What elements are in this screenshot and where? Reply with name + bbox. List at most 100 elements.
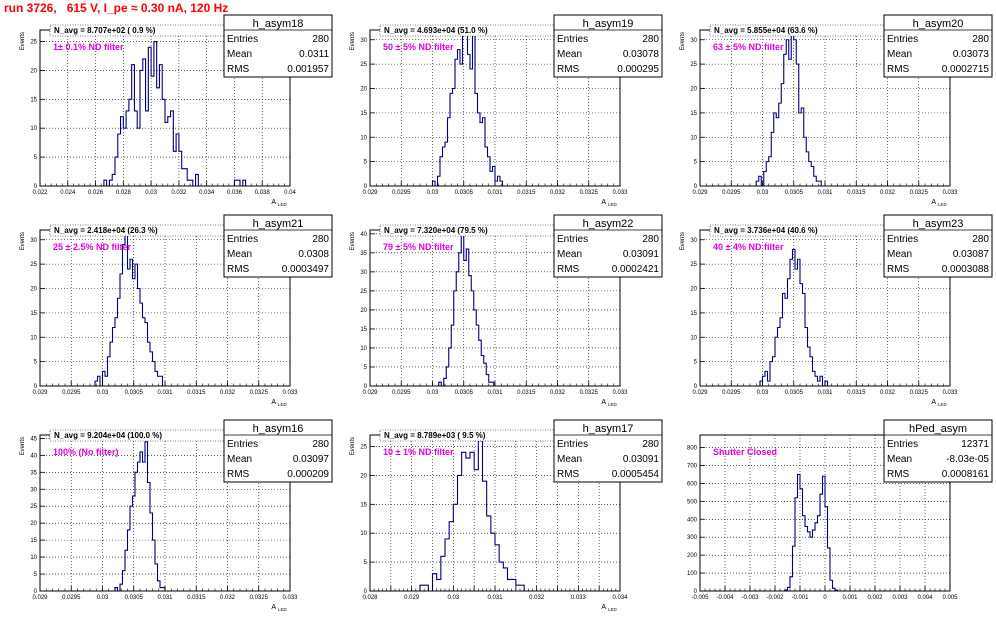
y-tick-label: 0	[694, 589, 698, 595]
y-tick-label: 5	[364, 560, 368, 566]
x-tick-label: 0.0305	[455, 190, 474, 196]
stats-rms-value: 0.0008161	[942, 469, 990, 480]
y-tick-label: 15	[360, 111, 367, 117]
filter-label: 40 ± 4% ND filter	[713, 242, 784, 252]
y-axis-title: Events	[350, 232, 356, 250]
y-tick-label: 0	[34, 184, 38, 190]
x-tick-label: 0.03	[427, 190, 439, 196]
x-tick-label: 0.005	[942, 595, 958, 601]
stats-box	[883, 214, 993, 278]
x-tick-label: 0.0305	[785, 390, 804, 396]
y-tick-label: 5	[694, 160, 698, 166]
stats-rms-value: 0.0002715	[942, 64, 990, 75]
x-tick-label: 0.032	[171, 190, 187, 196]
stats-mean-value: 0.03091	[623, 454, 660, 465]
x-tick-label: 0.0325	[250, 390, 269, 396]
y-axis-title: Events	[20, 437, 26, 455]
filter-label: Shutter Closed	[713, 447, 777, 457]
x-tick-label: 0.0295	[722, 390, 741, 396]
y-tick-label: 15	[30, 311, 37, 317]
x-tick-label: 0.03	[97, 595, 109, 601]
stats-mean-value: 0.03078	[623, 49, 660, 60]
x-axis-title: A	[271, 604, 276, 611]
navg-label: N_avg = 9.204e+04 (100.0 %)	[54, 431, 162, 440]
histogram-name: h_asym19	[583, 18, 634, 30]
x-tick-label: 0.032	[220, 390, 236, 396]
y-tick-label: 15	[360, 502, 367, 508]
histogram-panel-hPed_asym: -0.005 -0.004 -0.003 -0.002 -0.001 0 0.001 0.00…	[687, 419, 993, 601]
x-tick-label: -0.002	[766, 595, 784, 601]
x-tick-label: 0.03	[427, 390, 439, 396]
x-axis-title: A	[601, 399, 606, 406]
y-tick-label: 10	[360, 531, 367, 537]
x-axis-title-subscript: LED	[608, 202, 618, 207]
stats-mean-value: 0.03073	[953, 49, 990, 60]
y-tick-label: 40	[360, 232, 367, 238]
x-axis-title-subscript: LED	[608, 402, 618, 407]
x-tick-label: 0.026	[88, 190, 104, 196]
y-tick-label: 5	[34, 360, 38, 366]
stats-rms-label: RMS	[557, 64, 580, 75]
stats-entries-value: 12371	[961, 439, 989, 450]
y-tick-label: 10	[360, 346, 367, 352]
stats-mean-value: 0.0311	[299, 49, 329, 60]
y-axis-title: Events	[680, 32, 686, 50]
run-title: run 3726, 615 V, I_pe ≈ 0.30 nA, 120 Hz	[4, 1, 229, 15]
x-tick-label: 0.0305	[125, 390, 144, 396]
x-tick-label: -0.005	[691, 595, 709, 601]
x-tick-label: 0.034	[199, 190, 215, 196]
x-tick-label: 0.0295	[392, 390, 411, 396]
stats-entries-label: Entries	[557, 34, 588, 45]
stats-entries-label: Entries	[557, 439, 588, 450]
y-tick-label: 20	[30, 68, 37, 74]
histogram-series	[114, 441, 166, 592]
filter-label: 1± 0.1% ND filter	[53, 42, 124, 52]
x-tick-label: 0.0295	[722, 190, 741, 196]
y-tick-label: 20	[690, 87, 697, 93]
y-tick-label: 0	[364, 184, 368, 190]
filter-label: 50 ± 5% ND filter	[383, 42, 454, 52]
x-tick-label: 0.0325	[910, 390, 929, 396]
x-tick-label: 0.03	[447, 595, 459, 601]
y-tick-label: 25	[30, 40, 37, 46]
histogram-series	[431, 34, 504, 187]
x-axis-title: A	[271, 199, 276, 206]
x-tick-label: 0.0295	[392, 190, 411, 196]
y-tick-label: 20	[30, 521, 37, 527]
x-tick-label: 0.004	[917, 595, 933, 601]
histogram-name: h_asym23	[913, 218, 964, 230]
stats-rms-label: RMS	[227, 469, 250, 480]
y-tick-label: 300	[687, 535, 698, 541]
histogram-name: h_asym18	[253, 18, 304, 30]
x-tick-label: 0.029	[32, 390, 48, 396]
x-tick-label: 0.033	[282, 390, 298, 396]
x-axis-title-subscript: LED	[278, 607, 288, 612]
filter-label: 100% (No filter)	[53, 447, 119, 457]
stats-entries-label: Entries	[227, 34, 258, 45]
y-tick-label: 25	[30, 262, 37, 268]
y-tick-label: 0	[34, 589, 38, 595]
x-tick-label: 0.031	[487, 390, 503, 396]
histogram-series	[94, 234, 164, 387]
histogram-series	[759, 248, 829, 387]
y-tick-label: 25	[360, 289, 367, 295]
histogram-name: h_asym20	[913, 18, 964, 30]
y-tick-label: 35	[30, 470, 37, 476]
histogram-panel-h_asym17: 0.028 0.029 0.03 0.031 0.032 0.033 0.034 0 5 10 15…	[350, 419, 663, 612]
y-tick-label: 25	[30, 504, 37, 510]
histogram-name: h_asym17	[583, 423, 634, 435]
x-tick-label: -0.004	[716, 595, 734, 601]
y-tick-label: 10	[30, 335, 37, 341]
x-tick-label: 0.002	[867, 595, 883, 601]
y-tick-label: 15	[690, 311, 697, 317]
stats-rms-label: RMS	[557, 264, 580, 275]
x-tick-label: 0.028	[362, 595, 378, 601]
x-tick-label: 0.031	[157, 390, 173, 396]
y-tick-label: 20	[30, 287, 37, 293]
stats-entries-label: Entries	[227, 234, 258, 245]
x-tick-label: 0.03	[757, 190, 769, 196]
y-tick-label: 700	[687, 463, 698, 469]
x-tick-label: 0.022	[32, 190, 48, 196]
stats-entries-value: 280	[312, 234, 329, 245]
